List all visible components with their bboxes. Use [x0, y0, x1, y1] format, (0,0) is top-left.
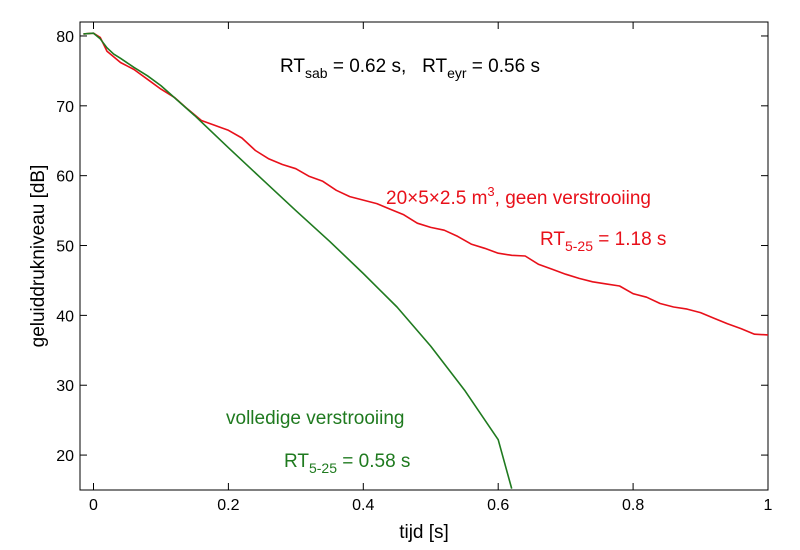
- y-tick-label: 30: [56, 378, 74, 395]
- rt-green-value: = 0.58 s: [337, 451, 410, 472]
- x-tick-label: 0.8: [622, 497, 644, 514]
- series-line-green: [83, 32, 513, 489]
- rt-sab-subscript: sab: [305, 65, 328, 81]
- rt-red-label: RT: [540, 229, 565, 250]
- x-tick-label: 0.6: [487, 497, 509, 514]
- annotation-rt-green: RT5-25 = 0.58 s: [284, 451, 410, 476]
- rt-eyr-value: = 0.56 s: [467, 56, 540, 77]
- room-dimensions: 20×5×2.5 m: [386, 188, 487, 209]
- y-tick-label: 20: [56, 448, 74, 465]
- y-tick-label: 50: [56, 239, 74, 256]
- series-lines: [83, 32, 769, 489]
- rt-green-subscript: 5-25: [309, 460, 337, 476]
- annotation-room: 20×5×2.5 m3, geen verstrooiing: [386, 184, 651, 209]
- rt-sab-label: RT: [280, 56, 305, 77]
- rt-sab-value: = 0.62 s,: [328, 56, 423, 77]
- x-tick-label: 0.2: [217, 497, 239, 514]
- room-description: , geen verstrooiing: [495, 188, 651, 209]
- rt-eyr-label: RT: [422, 56, 447, 77]
- y-tick-label: 70: [56, 99, 74, 116]
- y-tick-label: 60: [56, 169, 74, 186]
- y-tick-label: 40: [56, 308, 74, 325]
- rt-red-value: = 1.18 s: [593, 229, 666, 250]
- y-axis-label: geluiddrukniveau [dB]: [28, 165, 49, 348]
- annotation-green-label: volledige verstrooiing: [226, 408, 405, 429]
- rt-eyr-subscript: eyr: [447, 65, 467, 81]
- x-tick-label: 1: [764, 497, 773, 514]
- x-axis-label: tijd [s]: [399, 522, 449, 543]
- rt-red-subscript: 5-25: [565, 238, 593, 254]
- room-superscript: 3: [487, 184, 494, 199]
- y-tick-label: 80: [56, 29, 74, 46]
- plot-area: [79, 21, 769, 491]
- annotation-rt-top: RTsab = 0.62 s, RTeyr = 0.56 s: [280, 56, 540, 81]
- x-tick-label: 0: [89, 497, 98, 514]
- axis-ticks: 0 0.2 0.4 0.6 0.8 1 20 30 40 50 60 70 80: [56, 22, 773, 514]
- x-tick-label: 0.4: [352, 497, 374, 514]
- rt-green-label: RT: [284, 451, 309, 472]
- annotation-rt-red: RT5-25 = 1.18 s: [540, 229, 666, 254]
